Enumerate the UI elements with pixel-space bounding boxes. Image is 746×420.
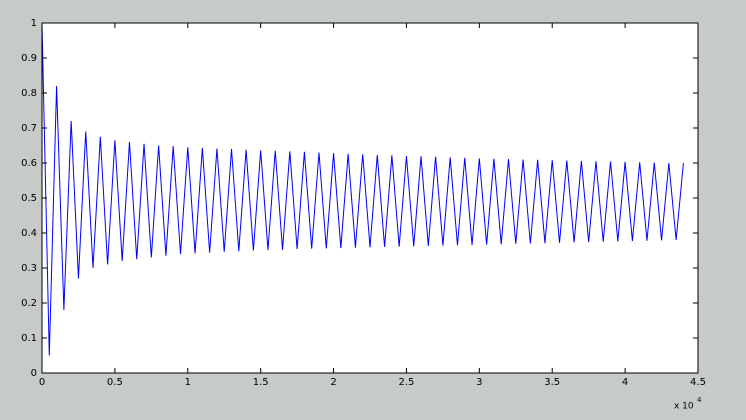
signal-line bbox=[41, 22, 684, 356]
x-tick-label: 2 bbox=[330, 377, 336, 388]
x-tick-label: 1 bbox=[185, 377, 191, 388]
plot-area bbox=[42, 23, 698, 373]
y-tick-label: 0.3 bbox=[21, 263, 37, 274]
y-tick-label: 0.9 bbox=[21, 53, 37, 64]
x-tick-label: 3 bbox=[476, 377, 482, 388]
x-multiplier: x 10 bbox=[674, 402, 694, 412]
y-tick-label: 0.1 bbox=[21, 333, 37, 344]
y-tick-label: 0.7 bbox=[21, 123, 37, 134]
y-tick-label: 0 bbox=[31, 368, 37, 379]
x-tick-label: 1.5 bbox=[253, 377, 269, 388]
y-tick-label: 0.8 bbox=[21, 88, 37, 99]
y-tick-label: 0.4 bbox=[21, 228, 37, 239]
x-tick-label: 3.5 bbox=[544, 377, 560, 388]
x-tick-label: 0.5 bbox=[107, 377, 123, 388]
x-tick-label: 0 bbox=[39, 377, 45, 388]
y-tick-label: 0.2 bbox=[21, 298, 37, 309]
x-tick-label: 2.5 bbox=[398, 377, 414, 388]
x-tick-label: 4.5 bbox=[690, 377, 706, 388]
x-multiplier-exponent: 4 bbox=[697, 396, 702, 404]
x-tick-label: 4 bbox=[622, 377, 628, 388]
y-tick-label: 0.5 bbox=[21, 193, 37, 204]
y-tick-label: 1 bbox=[31, 18, 37, 29]
y-tick-label: 0.6 bbox=[21, 158, 37, 169]
